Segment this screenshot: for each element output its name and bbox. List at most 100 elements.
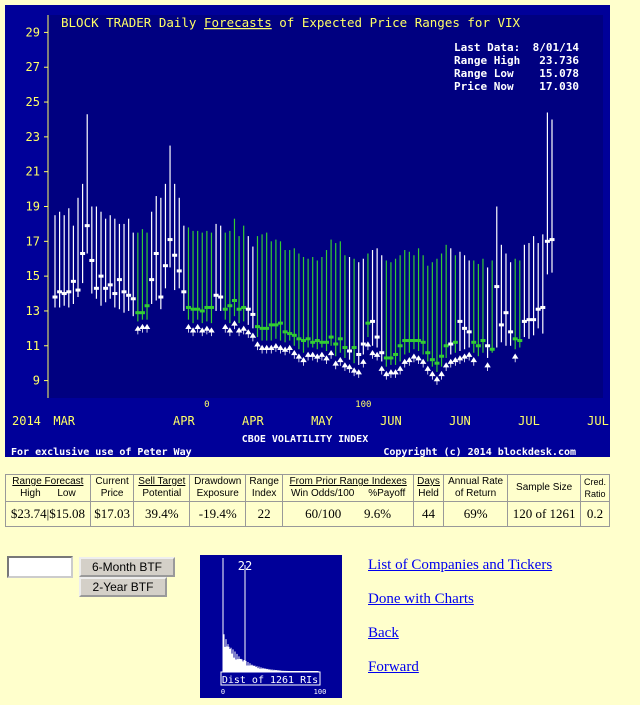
y-tick-label: 27 <box>26 60 40 74</box>
price-marker <box>204 305 210 309</box>
price-marker <box>544 239 550 243</box>
histogram-caption-box <box>220 671 321 686</box>
range-bars <box>52 112 555 385</box>
up-arrow <box>268 344 275 354</box>
price-marker <box>333 342 339 346</box>
range-forecast-header: Range Forecast High Low <box>5 474 91 502</box>
price-marker <box>287 332 293 336</box>
price-marker <box>185 305 191 309</box>
price-marker <box>208 305 214 309</box>
month-label: JUL <box>518 414 540 428</box>
price-marker <box>103 286 109 290</box>
month-label: JUL <box>587 414 609 428</box>
price-marker <box>172 253 178 257</box>
price-marker <box>222 307 228 311</box>
info-label: Range Low <box>454 67 514 80</box>
up-arrow <box>461 353 468 363</box>
price-marker <box>388 356 394 360</box>
year-label: 2014 <box>12 414 41 428</box>
range-index-header: Range Index <box>245 474 284 502</box>
up-arrow <box>364 341 372 351</box>
price-marker <box>218 295 224 299</box>
price-marker <box>80 252 86 256</box>
price-marker <box>296 337 302 341</box>
up-arrow <box>401 358 408 368</box>
up-arrow <box>309 351 316 361</box>
ticker-input[interactable] <box>7 556 73 578</box>
info-value: 17.030 <box>539 80 579 93</box>
drawdown-header: Drawdown Exposure <box>189 474 247 502</box>
price-marker <box>241 305 247 309</box>
cred-ratio-value: 0.2 <box>579 501 611 527</box>
price-marker <box>264 326 270 330</box>
price-marker <box>370 319 376 323</box>
price-marker <box>57 290 63 294</box>
up-arrow <box>199 327 206 337</box>
footer-user: For exclusive use of Peter Way <box>11 446 192 457</box>
up-arrow <box>470 356 477 366</box>
days-held-value: 44 <box>413 501 444 527</box>
up-arrow <box>291 350 298 359</box>
price-marker <box>213 293 219 297</box>
price-marker <box>144 304 150 308</box>
info-box: Last Data: 8/01/14 Range High 23.736 Range L… <box>454 41 579 93</box>
current-price-value: $17.03 <box>89 501 135 527</box>
current-price-header: Current Price <box>89 474 135 502</box>
price-marker <box>319 340 325 344</box>
month-label: MAR <box>53 414 75 428</box>
info-label: Price Now <box>454 80 514 93</box>
histogram-caption: Dist of 1261 RIs <box>222 675 318 686</box>
up-arrow <box>295 353 303 363</box>
table-values-row: $23.74|$15.08 $17.03 39.4% -19.4% 22 60/… <box>5 501 611 527</box>
up-arrow <box>203 325 211 335</box>
up-arrow <box>387 369 395 378</box>
price-marker <box>503 311 509 315</box>
up-arrow <box>346 363 353 373</box>
forward-link[interactable]: Forward <box>368 659 419 675</box>
sample-marker: 100 <box>355 400 371 410</box>
two-year-btf-button[interactable]: 2-Year BTF <box>79 577 167 597</box>
price-marker <box>462 326 468 330</box>
companies-tickers-link[interactable]: List of Companies and Tickers <box>368 557 553 573</box>
price-marker <box>162 264 168 268</box>
up-arrow <box>415 355 422 364</box>
price-marker <box>199 309 205 313</box>
month-label: APR <box>173 414 195 428</box>
info-value: 23.736 <box>539 54 579 67</box>
up-arrow <box>410 353 418 363</box>
price-marker <box>393 352 399 356</box>
price-marker <box>448 342 454 346</box>
price-marker <box>195 307 201 311</box>
price-marker <box>457 319 463 323</box>
price-marker <box>416 339 422 343</box>
price-marker <box>508 330 514 334</box>
back-link[interactable]: Back <box>368 625 399 641</box>
up-arrow <box>189 327 197 337</box>
prior-range-values: 60/100 9.6% <box>282 501 415 527</box>
up-arrow <box>373 351 381 361</box>
done-with-charts-link[interactable]: Done with Charts <box>368 591 474 607</box>
footer-copyright: Copyright (c) 2014 blockdesk.com <box>383 446 576 457</box>
histogram-marker-value: 22 <box>238 559 252 573</box>
up-arrow <box>447 358 454 368</box>
up-arrow <box>314 353 321 363</box>
up-arrow <box>452 356 459 366</box>
price-marker <box>149 278 155 282</box>
up-arrow <box>235 327 243 337</box>
drawdown-value: -19.4% <box>189 501 247 527</box>
info-label: Range High <box>454 54 520 67</box>
y-tick-label: 9 <box>33 374 40 388</box>
price-marker <box>434 361 440 365</box>
price-marker <box>135 311 141 315</box>
price-marker <box>116 278 122 282</box>
y-tick-label: 21 <box>26 165 40 179</box>
forecasts-link[interactable]: Forecasts <box>204 15 272 30</box>
price-marker <box>158 295 164 299</box>
price-marker <box>61 292 67 296</box>
up-arrow <box>327 350 335 359</box>
up-arrow <box>208 327 215 337</box>
price-marker <box>494 285 500 289</box>
six-month-btf-button[interactable]: 6-Month BTF <box>79 557 175 577</box>
range-index-value: 22 <box>245 501 284 527</box>
price-marker <box>153 252 159 256</box>
